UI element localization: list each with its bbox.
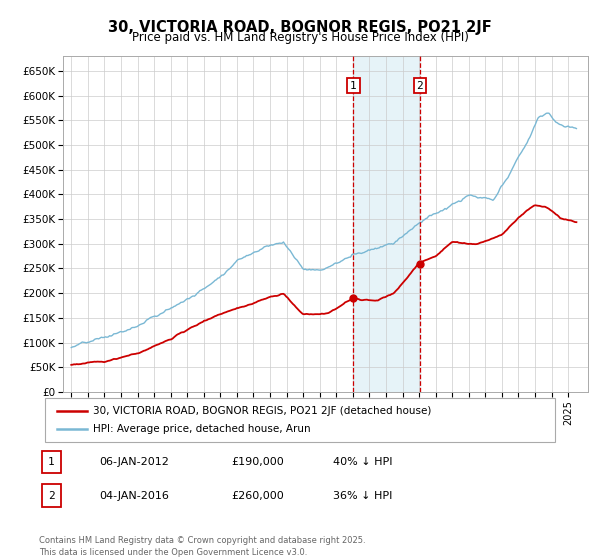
Text: 36% ↓ HPI: 36% ↓ HPI <box>333 491 392 501</box>
Bar <box>353 56 420 392</box>
Text: Contains HM Land Registry data © Crown copyright and database right 2025.
This d: Contains HM Land Registry data © Crown c… <box>39 536 365 557</box>
Text: HPI: Average price, detached house, Arun: HPI: Average price, detached house, Arun <box>93 423 311 433</box>
Text: £260,000: £260,000 <box>231 491 284 501</box>
Text: 1: 1 <box>47 457 55 467</box>
Text: 1: 1 <box>350 81 357 91</box>
Text: 2: 2 <box>416 81 423 91</box>
Text: 30, VICTORIA ROAD, BOGNOR REGIS, PO21 2JF (detached house): 30, VICTORIA ROAD, BOGNOR REGIS, PO21 2J… <box>93 407 431 417</box>
Text: £190,000: £190,000 <box>231 457 284 467</box>
Text: 30, VICTORIA ROAD, BOGNOR REGIS, PO21 2JF: 30, VICTORIA ROAD, BOGNOR REGIS, PO21 2J… <box>108 20 492 35</box>
Text: Price paid vs. HM Land Registry's House Price Index (HPI): Price paid vs. HM Land Registry's House … <box>131 31 469 44</box>
Text: 04-JAN-2016: 04-JAN-2016 <box>99 491 169 501</box>
Text: 40% ↓ HPI: 40% ↓ HPI <box>333 457 392 467</box>
Text: 06-JAN-2012: 06-JAN-2012 <box>99 457 169 467</box>
Text: 2: 2 <box>47 491 55 501</box>
